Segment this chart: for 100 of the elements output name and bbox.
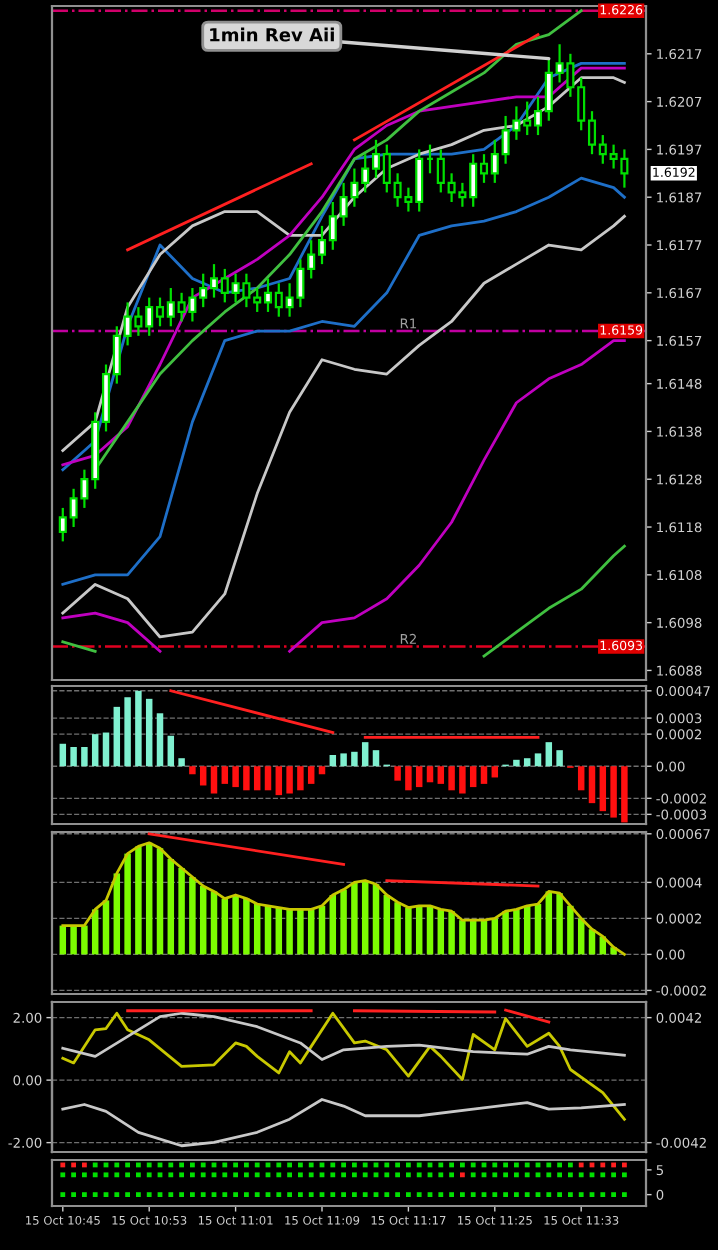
bar bbox=[513, 759, 520, 767]
point bbox=[513, 1172, 519, 1178]
bar bbox=[480, 766, 488, 784]
point bbox=[71, 1192, 77, 1198]
bar bbox=[91, 734, 99, 767]
bar bbox=[567, 905, 574, 955]
point bbox=[287, 1172, 293, 1178]
point bbox=[146, 1172, 152, 1178]
point bbox=[503, 1172, 509, 1178]
bar bbox=[610, 766, 617, 818]
point bbox=[135, 1192, 141, 1198]
point bbox=[341, 1192, 347, 1198]
point bbox=[179, 1172, 185, 1178]
point bbox=[600, 1172, 606, 1178]
bar bbox=[340, 889, 347, 955]
bar bbox=[189, 877, 196, 955]
point bbox=[438, 1172, 444, 1178]
bar bbox=[459, 920, 466, 955]
bar bbox=[621, 766, 628, 823]
line-series bbox=[61, 841, 626, 956]
bar bbox=[81, 746, 88, 767]
bar bbox=[405, 766, 412, 791]
bar bbox=[275, 766, 283, 796]
point bbox=[578, 1172, 584, 1178]
bar bbox=[178, 758, 185, 767]
bar bbox=[199, 766, 207, 786]
point bbox=[438, 1192, 444, 1198]
bar bbox=[329, 755, 337, 767]
point bbox=[459, 1192, 465, 1198]
point bbox=[405, 1192, 411, 1198]
bar bbox=[167, 735, 175, 767]
point bbox=[405, 1172, 411, 1178]
bar bbox=[448, 911, 455, 955]
point bbox=[189, 1172, 195, 1178]
bar bbox=[145, 698, 153, 767]
point bbox=[114, 1172, 120, 1178]
bar bbox=[599, 766, 607, 812]
bar bbox=[297, 766, 304, 791]
bar bbox=[459, 766, 466, 794]
point bbox=[470, 1192, 476, 1198]
bar bbox=[577, 766, 585, 791]
point bbox=[524, 1192, 530, 1198]
bar bbox=[221, 898, 229, 955]
bar bbox=[70, 925, 77, 955]
point bbox=[200, 1172, 206, 1178]
point bbox=[222, 1172, 228, 1178]
bar bbox=[545, 742, 553, 767]
point bbox=[92, 1172, 98, 1178]
bar bbox=[448, 766, 455, 791]
point bbox=[503, 1192, 509, 1198]
point bbox=[60, 1192, 66, 1198]
bar bbox=[253, 904, 261, 955]
bar bbox=[232, 895, 239, 955]
point bbox=[611, 1172, 617, 1178]
bar bbox=[318, 766, 326, 775]
bar bbox=[135, 846, 142, 955]
point bbox=[92, 1192, 98, 1198]
bar bbox=[415, 766, 423, 788]
bar bbox=[232, 766, 239, 788]
point bbox=[492, 1172, 498, 1178]
point bbox=[416, 1172, 422, 1178]
bar bbox=[135, 690, 142, 767]
point bbox=[297, 1192, 303, 1198]
point bbox=[287, 1192, 293, 1198]
point bbox=[384, 1172, 390, 1178]
point bbox=[449, 1172, 455, 1178]
bar bbox=[437, 766, 445, 784]
point bbox=[567, 1172, 573, 1178]
point bbox=[71, 1172, 77, 1178]
point bbox=[81, 1172, 87, 1178]
bar bbox=[286, 909, 293, 955]
point bbox=[395, 1192, 401, 1198]
point bbox=[308, 1172, 314, 1178]
bar bbox=[394, 766, 401, 781]
point bbox=[243, 1172, 249, 1178]
bar bbox=[318, 905, 326, 955]
bar bbox=[405, 907, 412, 955]
bar bbox=[588, 766, 596, 804]
point bbox=[330, 1172, 336, 1178]
bar bbox=[372, 750, 380, 767]
point bbox=[179, 1192, 185, 1198]
bar bbox=[502, 911, 509, 955]
point bbox=[135, 1172, 141, 1178]
bar bbox=[124, 697, 131, 767]
bar bbox=[340, 753, 347, 767]
point bbox=[449, 1192, 455, 1198]
bar bbox=[523, 758, 531, 767]
bar bbox=[264, 766, 272, 791]
point bbox=[330, 1192, 336, 1198]
bar bbox=[221, 766, 229, 784]
bar bbox=[513, 909, 520, 955]
point bbox=[125, 1172, 131, 1178]
point bbox=[276, 1172, 282, 1178]
point bbox=[114, 1192, 120, 1198]
bar bbox=[297, 909, 304, 955]
point bbox=[297, 1172, 303, 1178]
bar bbox=[286, 766, 293, 794]
point bbox=[125, 1192, 131, 1198]
point bbox=[233, 1192, 239, 1198]
point bbox=[222, 1192, 228, 1198]
